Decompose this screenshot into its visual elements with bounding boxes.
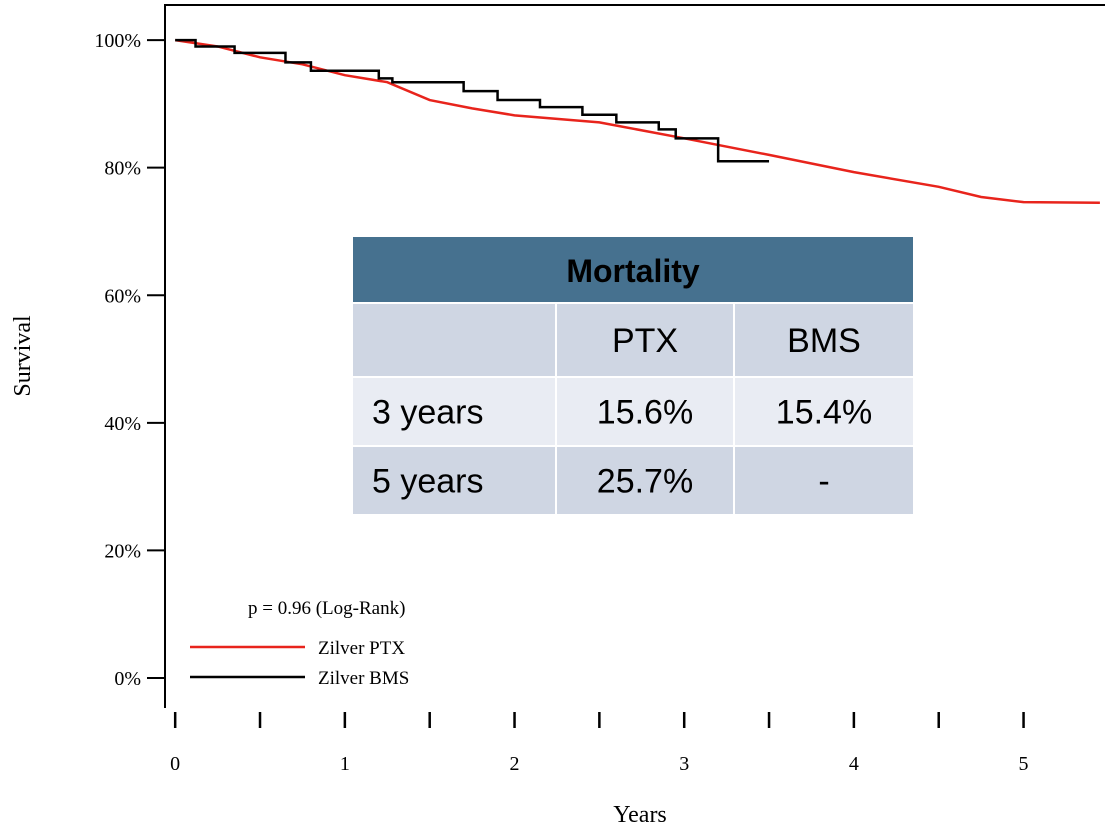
x-tick-label: 5 xyxy=(1019,753,1029,775)
y-axis-label: Survival xyxy=(10,315,36,397)
x-tick-label: 4 xyxy=(849,753,859,775)
x-tick-label: 0 xyxy=(170,753,180,775)
mortality-table: Mortality PTX BMS 3 years 15.6% 15.4% 5 years 2… xyxy=(353,237,913,514)
survival-curve xyxy=(175,38,770,163)
table-cell-value: 15.4% xyxy=(776,394,872,432)
table-cell xyxy=(353,378,555,445)
table-cell-value: 25.7% xyxy=(597,463,693,501)
table-column-header: BMS xyxy=(787,322,861,360)
table-row-label: 3 years xyxy=(372,394,484,432)
y-tick-label: 0% xyxy=(114,668,141,690)
y-tick-label: 80% xyxy=(104,158,141,180)
table-cell xyxy=(735,447,913,514)
table-cell xyxy=(735,378,913,445)
y-tick-label: 100% xyxy=(94,30,141,52)
table-cell xyxy=(735,304,913,376)
table-title: Mortality xyxy=(566,253,700,289)
legend-label: Zilver PTX xyxy=(318,638,405,659)
annotation: p = 0.96 (Log-Rank) xyxy=(248,598,405,619)
legend-label: Zilver BMS xyxy=(318,668,409,689)
table-cell xyxy=(557,378,733,445)
table-cell-value: - xyxy=(818,463,829,501)
y-tick-label: 60% xyxy=(104,285,141,307)
table-column-header: PTX xyxy=(612,322,678,360)
x-tick-label: 1 xyxy=(340,753,350,775)
y-tick-label: 40% xyxy=(104,413,141,435)
table-row-label: 5 years xyxy=(372,463,484,501)
x-tick-label: 3 xyxy=(679,753,689,775)
table-cell xyxy=(557,447,733,514)
table-cell xyxy=(557,304,733,376)
y-tick-label: 20% xyxy=(104,540,141,562)
table-cell xyxy=(353,447,555,514)
x-tick-label: 2 xyxy=(510,753,520,775)
table-header-bg xyxy=(353,237,913,302)
table-cell-value: 15.6% xyxy=(597,394,693,432)
x-axis-label: Years xyxy=(613,802,667,828)
table-cell xyxy=(353,304,555,376)
